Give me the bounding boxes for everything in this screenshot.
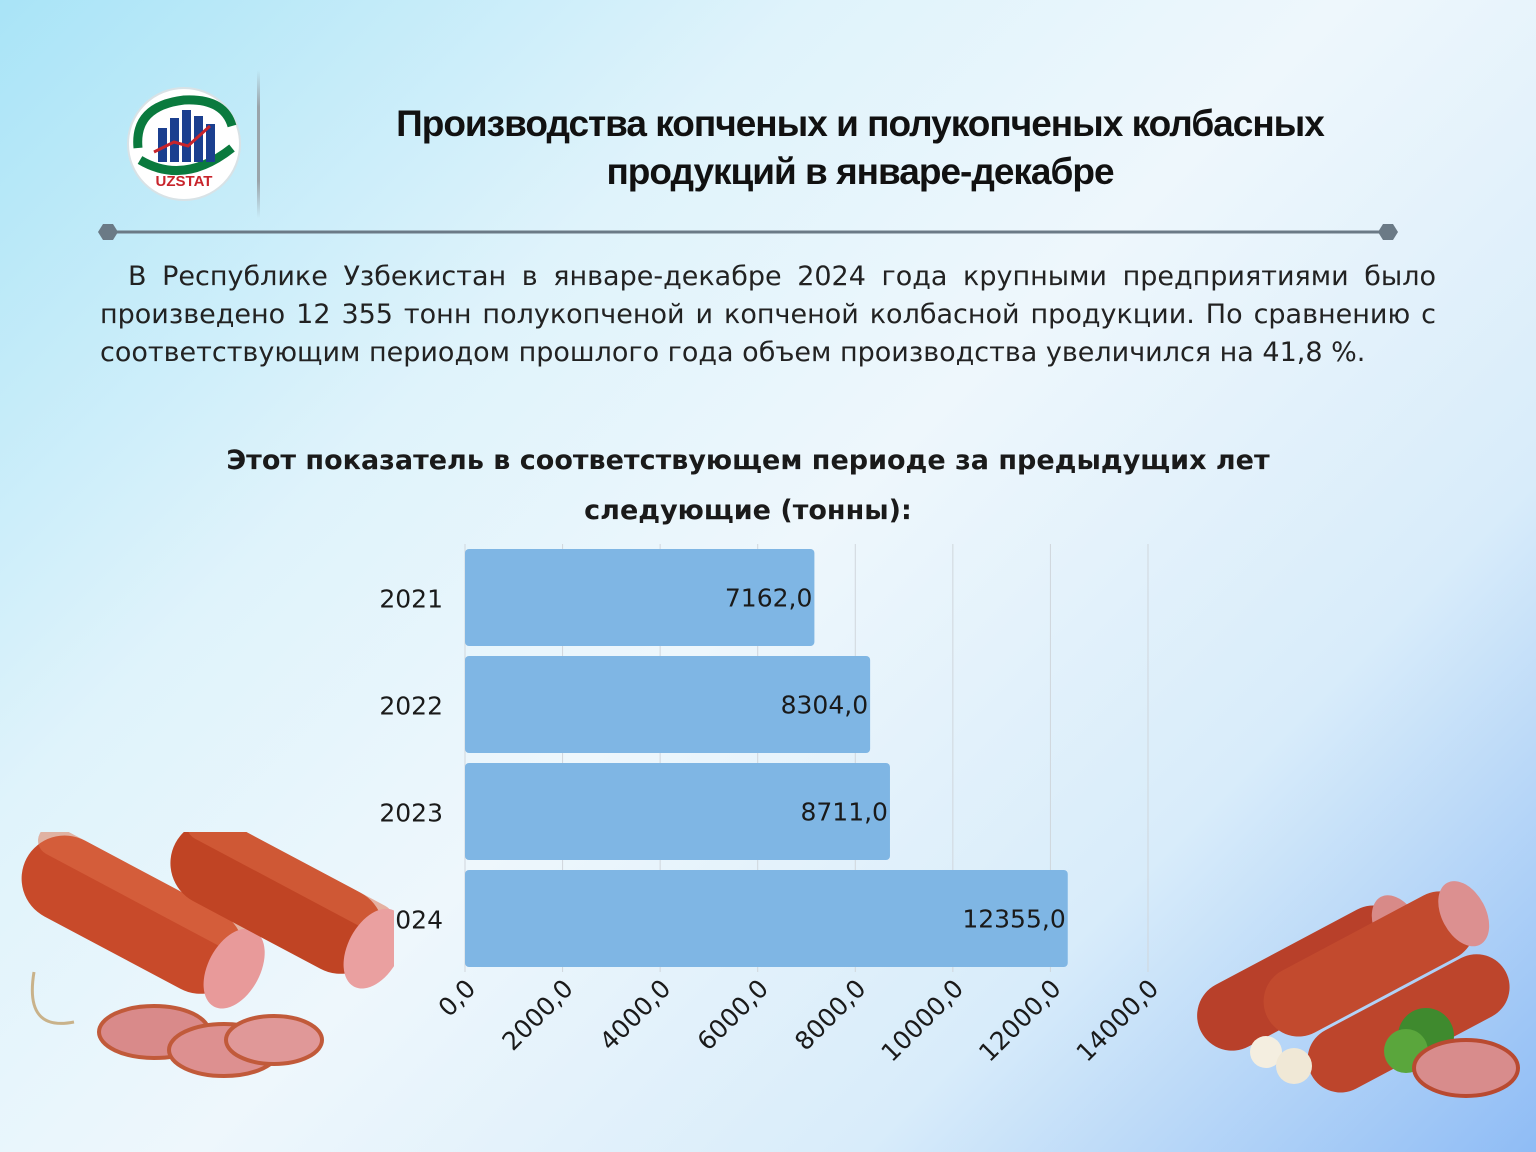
- x-tick-label: 0,0: [433, 974, 482, 1023]
- x-tick-label: 10000,0: [875, 974, 969, 1068]
- page-title: Производства копченых и полукопченых кол…: [300, 100, 1420, 196]
- data-label-2022: 8304,0: [781, 691, 868, 720]
- x-tick-label: 12000,0: [973, 974, 1067, 1068]
- title-line-1: Производства копченых и полукопченых кол…: [396, 103, 1325, 144]
- sausage-right-image: [1197, 881, 1520, 1098]
- x-tick-label: 2000,0: [496, 974, 578, 1056]
- bar-2021: [465, 549, 815, 646]
- category-label-2023: 2023: [379, 799, 443, 828]
- bar-2024: [465, 870, 1068, 967]
- x-tick-label: 4000,0: [594, 974, 676, 1056]
- summary-paragraph: В Республике Узбекистан в январе-декабре…: [100, 261, 1436, 368]
- chart-heading: Этот показатель в соответствующем период…: [140, 436, 1356, 536]
- title-divider: [98, 224, 1398, 240]
- chart-heading-line-2: следующие (тонны):: [584, 495, 912, 526]
- bar-2023: [465, 763, 890, 860]
- chart-heading-line-1: Этот показатель в соответствующем период…: [226, 445, 1270, 476]
- data-label-2021: 7162,0: [725, 584, 812, 613]
- x-tick-label: 14000,0: [1071, 974, 1165, 1068]
- x-tick-label: 8000,0: [789, 974, 871, 1056]
- category-label-2022: 2022: [379, 692, 443, 721]
- logo-divider: [257, 70, 260, 218]
- category-label-2021: 2021: [379, 585, 443, 614]
- bar-chart: 7162,020218304,020228711,0202312355,0202…: [379, 544, 1165, 1068]
- data-label-2024: 12355,0: [962, 905, 1065, 934]
- uzstat-logo: UZSTAT: [124, 86, 244, 202]
- x-tick-label: 6000,0: [692, 974, 774, 1056]
- bar-2022: [465, 656, 871, 753]
- logo-text: UZSTAT: [156, 173, 213, 190]
- sausage-left-image: [21, 832, 394, 1078]
- title-line-2: продукций в январе-декабре: [606, 151, 1114, 192]
- data-label-2023: 8711,0: [800, 798, 887, 827]
